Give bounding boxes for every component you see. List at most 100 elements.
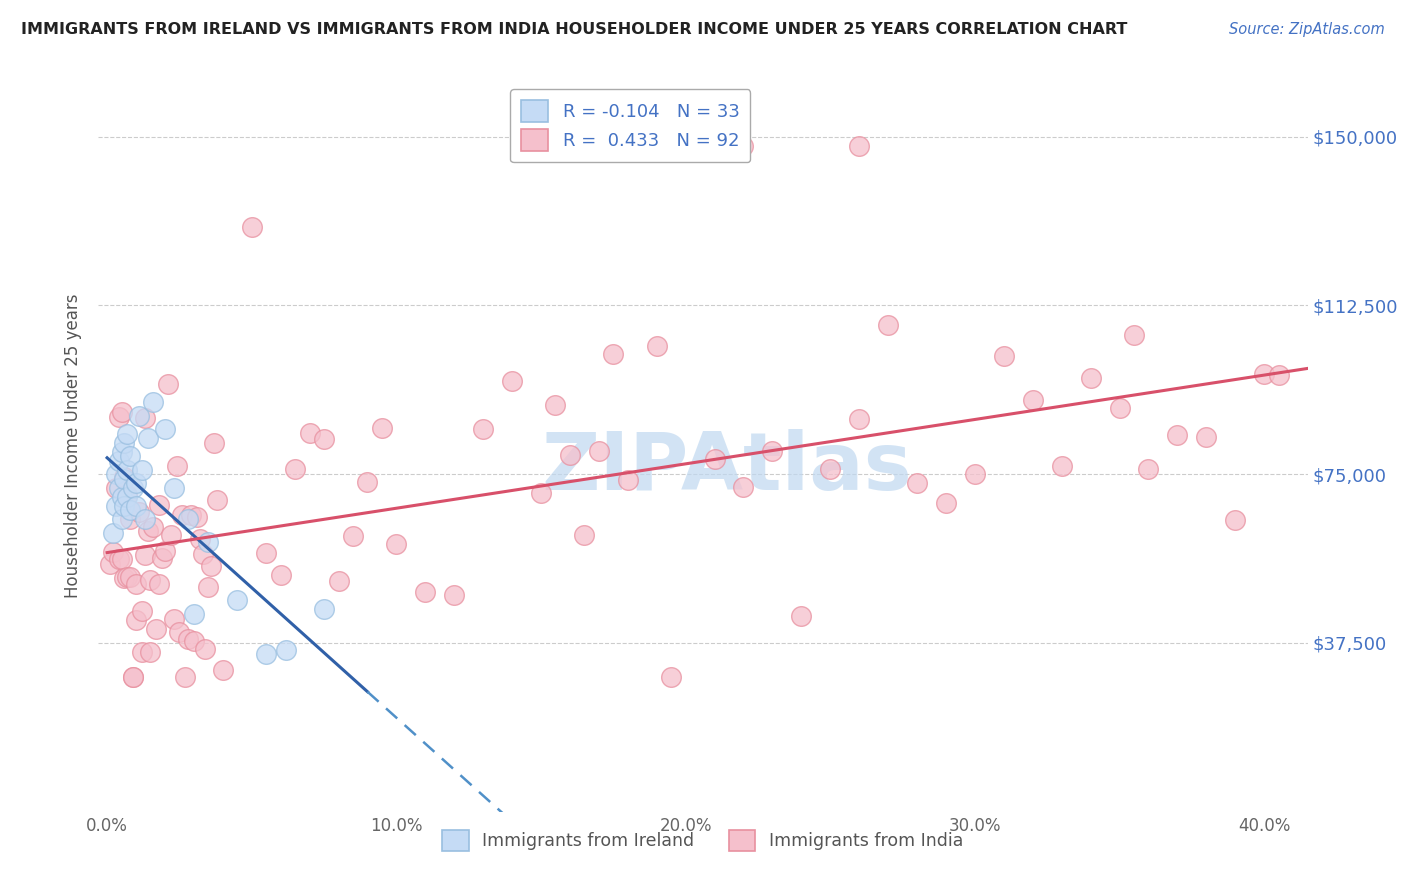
Point [200, 559, 222, 574]
Point [205, 493, 228, 508]
Point [1050, 458, 1073, 473]
Point [114, 499, 136, 513]
Point [174, 670, 197, 684]
Point [993, 349, 1015, 363]
Point [139, 645, 162, 659]
Point [114, 570, 136, 584]
Point [169, 624, 191, 639]
Point [159, 528, 181, 542]
Point [117, 426, 139, 441]
Point [659, 670, 682, 684]
Point [98, 557, 121, 571]
Point [820, 462, 842, 476]
Point [104, 467, 127, 482]
Point [1022, 392, 1045, 407]
Point [254, 647, 277, 661]
Point [312, 432, 335, 446]
Point [145, 622, 167, 636]
Point [733, 480, 755, 494]
Point [877, 318, 900, 332]
Point [1253, 367, 1275, 381]
Point [117, 490, 139, 504]
Point [963, 467, 986, 482]
Point [356, 475, 378, 490]
Point [125, 499, 148, 513]
Point [110, 444, 132, 458]
Point [162, 481, 184, 495]
Point [312, 602, 335, 616]
Point [1137, 462, 1160, 476]
Point [134, 411, 156, 425]
Point [284, 461, 307, 475]
Point [544, 398, 567, 412]
Point [104, 499, 127, 513]
Point [156, 377, 179, 392]
Point [104, 481, 127, 495]
Text: IMMIGRANTS FROM IRELAND VS IMMIGRANTS FROM INDIA HOUSEHOLDER INCOME UNDER 25 YEA: IMMIGRANTS FROM IRELAND VS IMMIGRANTS FR… [21, 22, 1128, 37]
Point [211, 663, 233, 677]
Point [226, 593, 249, 607]
Point [128, 409, 150, 423]
Legend: Immigrants from Ireland, Immigrants from India: Immigrants from Ireland, Immigrants from… [436, 822, 970, 858]
Point [191, 547, 214, 561]
Point [761, 444, 783, 458]
Point [905, 475, 928, 490]
Point [142, 520, 165, 534]
Point [120, 512, 142, 526]
Point [328, 574, 350, 588]
Point [186, 509, 208, 524]
Point [1166, 428, 1188, 442]
Point [472, 422, 495, 436]
Point [413, 584, 436, 599]
Point [276, 642, 298, 657]
Point [558, 448, 581, 462]
Point [733, 138, 755, 153]
Point [131, 462, 153, 476]
Point [197, 534, 219, 549]
Point [110, 490, 132, 504]
Point [150, 551, 173, 566]
Point [202, 435, 225, 450]
Point [703, 452, 725, 467]
Point [114, 435, 136, 450]
Point [107, 481, 129, 495]
Point [443, 588, 465, 602]
Point [148, 577, 170, 591]
Point [162, 612, 184, 626]
Point [270, 567, 292, 582]
Point [153, 543, 176, 558]
Point [107, 552, 129, 566]
Point [125, 576, 148, 591]
Point [183, 607, 205, 621]
Point [122, 481, 145, 495]
Point [790, 609, 813, 624]
Point [117, 488, 139, 502]
Point [120, 449, 142, 463]
Point [501, 375, 523, 389]
Point [101, 525, 124, 540]
Point [110, 405, 132, 419]
Point [120, 569, 142, 583]
Point [134, 548, 156, 562]
Point [342, 529, 364, 543]
Point [602, 347, 624, 361]
Point [530, 486, 553, 500]
Point [298, 425, 321, 440]
Point [131, 645, 153, 659]
Point [617, 473, 640, 487]
Point [117, 569, 139, 583]
Point [848, 138, 870, 153]
Point [588, 444, 610, 458]
Point [101, 545, 124, 559]
Point [188, 533, 211, 547]
Point [107, 453, 129, 467]
Point [385, 537, 408, 551]
Point [935, 496, 957, 510]
Point [166, 459, 188, 474]
Point [117, 462, 139, 476]
Point [114, 470, 136, 484]
Point [125, 476, 148, 491]
Point [107, 409, 129, 424]
Point [194, 642, 217, 657]
Point [183, 633, 205, 648]
